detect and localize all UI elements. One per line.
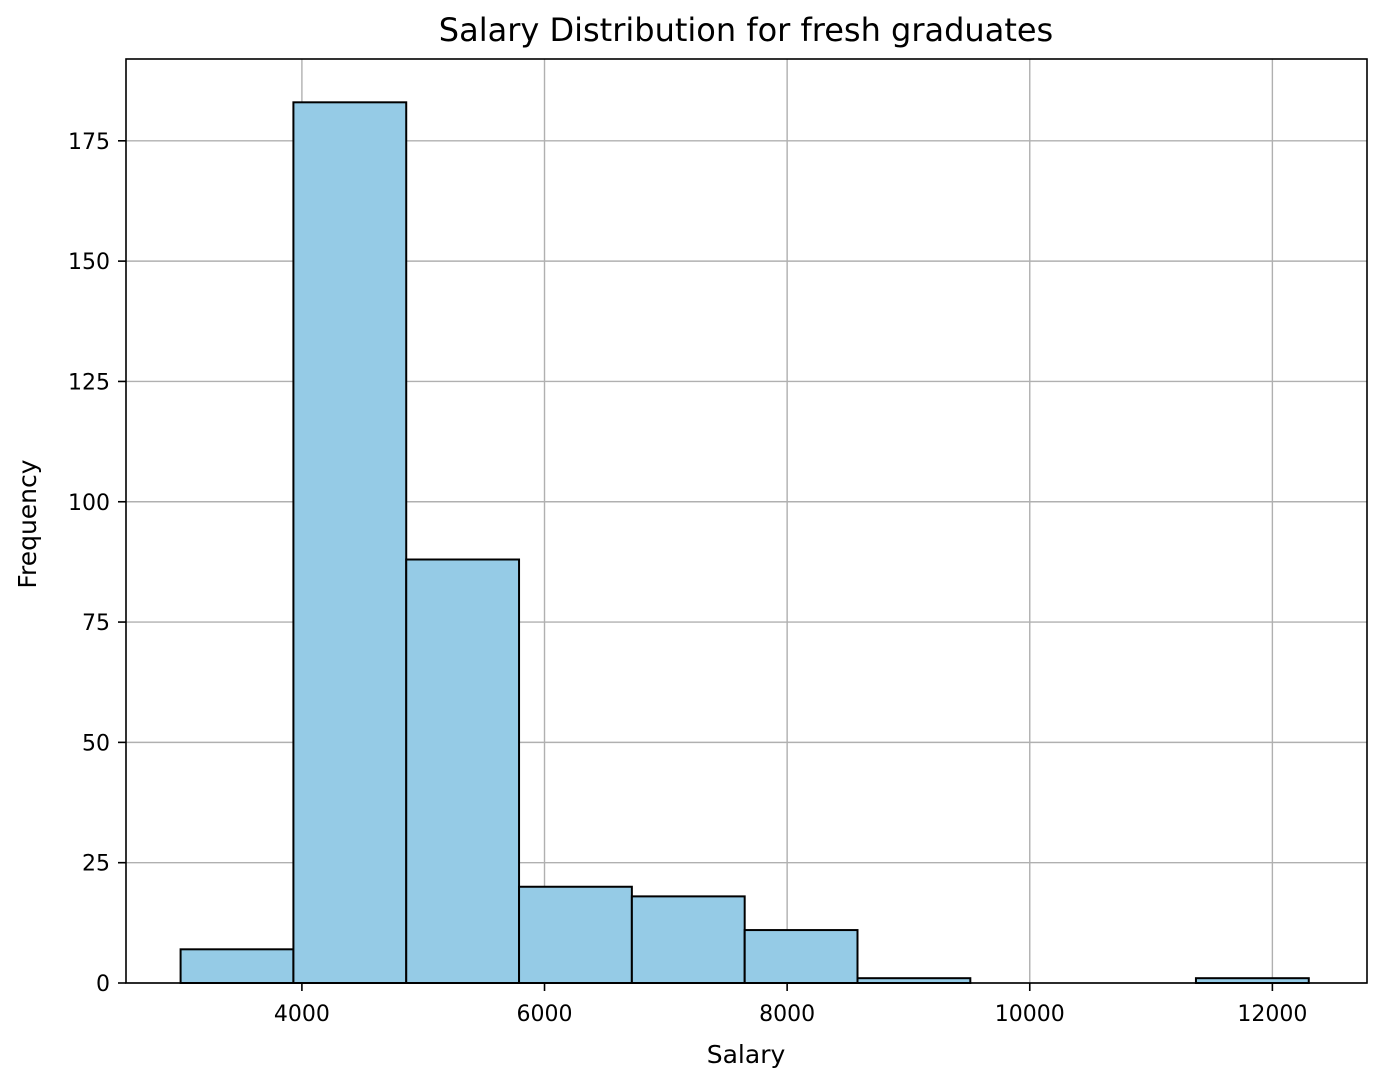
y-tick-label: 175: [68, 130, 110, 155]
x-tick-label: 10000: [995, 1002, 1065, 1027]
histogram-bar: [405, 558, 521, 984]
histogram-bar: [179, 948, 295, 984]
y-tick-label: 150: [68, 250, 110, 275]
y-axis-label: Frequency: [13, 459, 42, 588]
y-tick-label: 125: [68, 370, 110, 395]
histogram-bars: [179, 101, 1310, 984]
x-axis-ticks: 4000 6000 8000 10000 12000: [274, 983, 1307, 1027]
y-tick-label: 0: [96, 972, 110, 997]
plot-frame: [125, 58, 1368, 984]
x-tick-label: 8000: [759, 1002, 815, 1027]
histogram-bar: [518, 885, 633, 984]
y-tick-label: 50: [82, 731, 110, 756]
histogram-bar: [630, 895, 746, 984]
x-tick-label: 12000: [1237, 1002, 1307, 1027]
y-tick-label: 75: [82, 611, 110, 636]
y-tick-label: 25: [82, 852, 110, 877]
x-tick-label: 4000: [274, 1002, 330, 1027]
x-axis-label: Salary: [707, 1040, 786, 1069]
histogram-bar: [292, 101, 408, 984]
x-tick-label: 6000: [517, 1002, 573, 1027]
y-tick-label: 100: [68, 491, 110, 516]
histogram-bar: [743, 929, 859, 984]
y-axis-ticks: 0 25 50 75 100 125 150 175: [68, 130, 126, 997]
chart-title: Salary Distribution for fresh graduates: [439, 11, 1053, 49]
